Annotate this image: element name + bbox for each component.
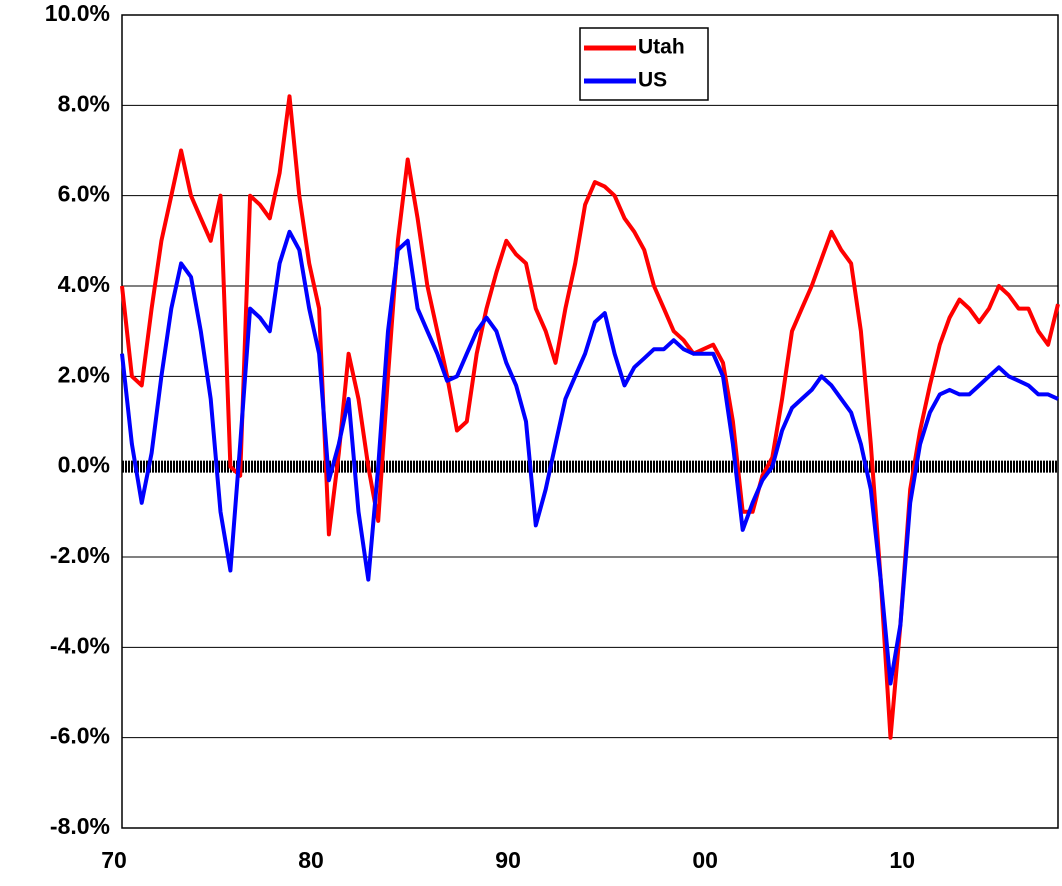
y-tick-label: 2.0% — [58, 361, 110, 387]
legend-label: US — [638, 69, 667, 92]
y-tick-label: 8.0% — [58, 90, 110, 116]
series-line — [120, 229, 1059, 686]
y-tick-label: -2.0% — [50, 542, 110, 568]
y-tick-label: 0.0% — [58, 452, 110, 478]
y-tick-label: -8.0% — [50, 813, 110, 839]
y-tick-label: 6.0% — [58, 181, 110, 207]
series-line — [120, 94, 1060, 740]
legend-box — [579, 27, 709, 101]
y-tick-label: -6.0% — [50, 723, 110, 749]
y-tick-label: -4.0% — [50, 632, 110, 658]
x-tick-label: 00 — [692, 847, 718, 873]
x-tick-label: 80 — [298, 847, 324, 873]
plot-frame — [121, 14, 1059, 829]
y-tick-label: 10.0% — [45, 0, 110, 26]
y-tick-label: 4.0% — [58, 271, 110, 297]
x-tick-label: 90 — [495, 847, 521, 873]
legend-label: Utah — [638, 36, 685, 59]
x-tick-label: 70 — [101, 847, 127, 873]
x-tick-label: 10 — [889, 847, 915, 873]
